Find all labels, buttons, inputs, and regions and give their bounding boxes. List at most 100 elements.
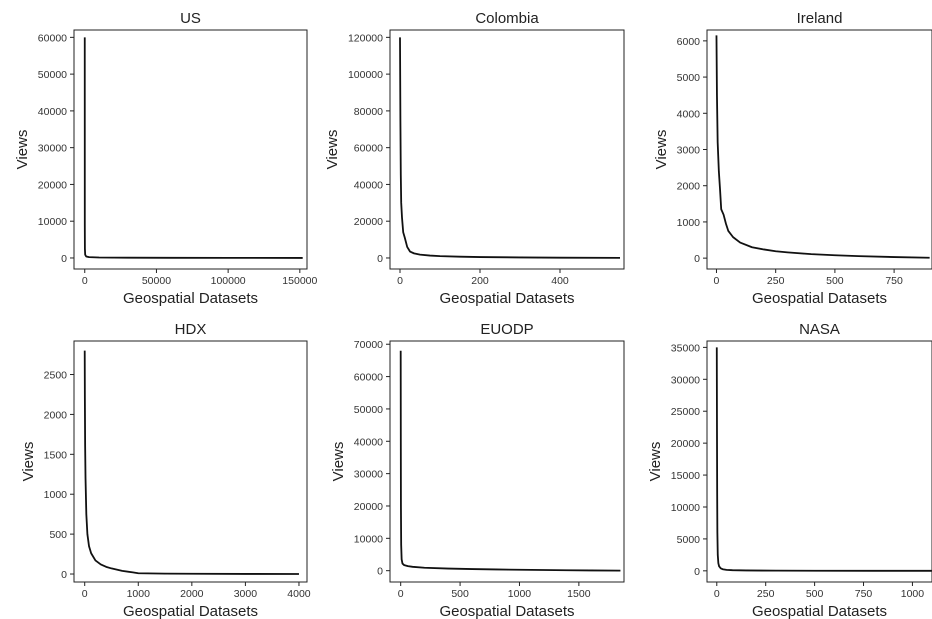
- subplot-title: US: [180, 10, 201, 27]
- x-tick-label: 0: [714, 275, 720, 287]
- y-tick-label: 30000: [354, 469, 383, 481]
- subplot-colombia: Colombia 0 200 400 0 20000 40000 60000 80000 1000…: [324, 10, 625, 307]
- y-tick-label: 40000: [354, 179, 383, 191]
- plot-frame: [706, 29, 932, 270]
- plot-frame: [73, 29, 308, 270]
- x-tick-label: 0: [397, 275, 403, 287]
- x-tick-label: 0: [714, 588, 720, 600]
- subplot-title: Colombia: [475, 10, 539, 27]
- subplot-euodp: EUODP 0 500 1000 1500 0 10000 20000 30000 40000 50…: [330, 321, 625, 619]
- x-axis-label: Geospatial Datasets: [752, 290, 887, 307]
- y-tick-label: 5000: [677, 72, 701, 84]
- y-tick-label: 120000: [348, 32, 383, 44]
- y-tick-label: 60000: [38, 32, 67, 44]
- x-tick-label: 0: [398, 588, 404, 600]
- y-tick-label: 0: [61, 569, 67, 581]
- y-tick-label: 500: [49, 529, 67, 541]
- x-tick-label: 3000: [234, 588, 258, 600]
- x-axis-label: Geospatial Datasets: [752, 603, 887, 619]
- plot-frame: [706, 340, 932, 583]
- views-curve: [83, 350, 299, 575]
- y-tick-label: 6000: [677, 36, 701, 48]
- x-tick-label: 100000: [211, 275, 246, 287]
- x-tick-label: 0: [82, 588, 88, 600]
- y-tick-label: 20000: [354, 216, 383, 228]
- subplot-us: US 0 50000 100000 150000 0 10000 20000 30000 4000…: [14, 10, 318, 307]
- x-axis-label: Geospatial Datasets: [123, 603, 258, 619]
- x-tick-label: 1000: [508, 588, 532, 600]
- y-tick-label: 0: [61, 253, 67, 265]
- y-tick-label: 1500: [44, 449, 68, 461]
- x-axis-label: Geospatial Datasets: [439, 603, 574, 619]
- y-tick-label: 4000: [677, 108, 701, 120]
- x-tick-label: 500: [451, 588, 469, 600]
- subplot-title: NASA: [799, 321, 840, 338]
- y-tick-label: 1000: [677, 217, 701, 229]
- y-tick-label: 70000: [354, 339, 383, 351]
- x-tick-label: 1000: [127, 588, 151, 600]
- views-curve: [83, 37, 303, 259]
- views-curve: [715, 347, 932, 572]
- plot-frame: [389, 340, 625, 583]
- y-tick-label: 60000: [354, 372, 383, 384]
- y-tick-label: 10000: [671, 502, 700, 514]
- y-tick-label: 20000: [38, 179, 67, 191]
- views-curve: [399, 350, 621, 572]
- y-tick-label: 25000: [671, 406, 700, 418]
- x-tick-label: 750: [885, 275, 903, 287]
- x-axis-label: Geospatial Datasets: [439, 290, 574, 307]
- x-tick-label: 4000: [287, 588, 311, 600]
- x-tick-label: 750: [855, 588, 873, 600]
- subplot-title: EUODP: [480, 321, 533, 338]
- y-tick-label: 80000: [354, 106, 383, 118]
- y-axis-label: Views: [647, 442, 664, 482]
- x-tick-label: 200: [471, 275, 489, 287]
- y-tick-label: 20000: [671, 438, 700, 450]
- y-tick-label: 2000: [677, 181, 701, 193]
- plot-frame: [73, 340, 308, 583]
- subplot-title: Ireland: [797, 10, 843, 27]
- y-tick-label: 15000: [671, 470, 700, 482]
- x-tick-label: 400: [551, 275, 569, 287]
- y-tick-label: 0: [694, 566, 700, 578]
- y-tick-label: 50000: [354, 404, 383, 416]
- y-tick-label: 10000: [38, 216, 67, 228]
- x-tick-label: 0: [82, 275, 88, 287]
- x-tick-label: 500: [826, 275, 844, 287]
- x-tick-label: 1500: [567, 588, 591, 600]
- y-tick-label: 100000: [348, 69, 383, 81]
- subplot-hdx: HDX 0 1000 2000 3000 4000 0 500 1000 1500 2000 2500…: [20, 321, 311, 619]
- plot-frame: [389, 29, 625, 270]
- y-tick-label: 35000: [671, 342, 700, 354]
- subplot-ireland: Ireland 0 250 500 750 0 1000 2000 3000 4000 5000 60…: [653, 10, 932, 307]
- subplot-title: HDX: [175, 321, 207, 338]
- x-tick-label: 1000: [901, 588, 925, 600]
- y-tick-label: 1000: [44, 489, 68, 501]
- views-curve: [399, 37, 621, 259]
- y-tick-label: 0: [377, 253, 383, 265]
- y-tick-label: 30000: [671, 374, 700, 386]
- x-tick-label: 150000: [282, 275, 317, 287]
- y-tick-label: 40000: [354, 436, 383, 448]
- y-tick-label: 20000: [354, 501, 383, 513]
- x-axis-label: Geospatial Datasets: [123, 290, 258, 307]
- y-axis-label: Views: [653, 130, 670, 170]
- x-tick-label: 500: [806, 588, 824, 600]
- y-tick-label: 5000: [677, 534, 701, 546]
- y-tick-label: 3000: [677, 145, 701, 157]
- x-tick-label: 50000: [142, 275, 171, 287]
- y-tick-label: 10000: [354, 533, 383, 545]
- y-tick-label: 30000: [38, 143, 67, 155]
- views-curve: [715, 35, 930, 259]
- y-axis-label: Views: [324, 130, 341, 170]
- y-axis-label: Views: [14, 130, 31, 170]
- y-tick-label: 60000: [354, 143, 383, 155]
- y-tick-label: 2000: [44, 409, 68, 421]
- y-tick-label: 40000: [38, 106, 67, 118]
- y-tick-label: 0: [694, 253, 700, 265]
- y-axis-label: Views: [20, 442, 37, 482]
- x-tick-label: 250: [757, 588, 775, 600]
- y-tick-label: 2500: [44, 370, 68, 382]
